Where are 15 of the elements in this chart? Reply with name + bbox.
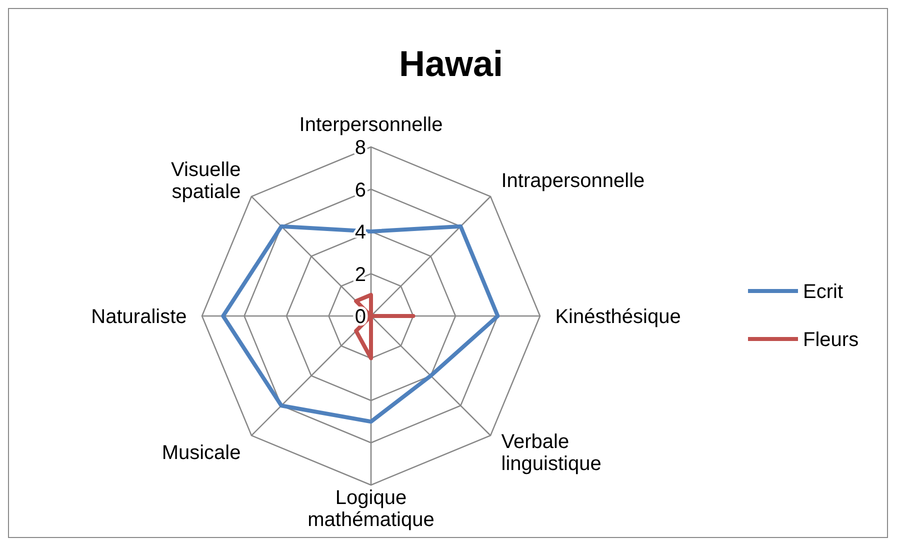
y-tick-label: 0 (354, 306, 366, 328)
y-tick-label: 8 (354, 137, 366, 159)
spoke-label: Naturaliste (91, 306, 187, 328)
spoke-label: Interpersonnelle (299, 114, 443, 136)
spoke-label: Verbale linguistique (501, 430, 602, 475)
spoke-label: Kinésthésique (555, 306, 681, 328)
chart-title: Hawai (398, 43, 504, 84)
legend-label: Ecrit (803, 281, 844, 303)
legend-label: Fleurs (803, 329, 859, 351)
spoke-label: Intrapersonnelle (501, 170, 645, 192)
spoke-label: Visuelle spatiale (171, 159, 241, 204)
y-tick-label: 6 (354, 179, 366, 202)
spoke-label: Logique mathématique (308, 487, 434, 532)
spoke-label: Musicale (162, 442, 241, 464)
y-tick-label: 2 (354, 264, 366, 286)
